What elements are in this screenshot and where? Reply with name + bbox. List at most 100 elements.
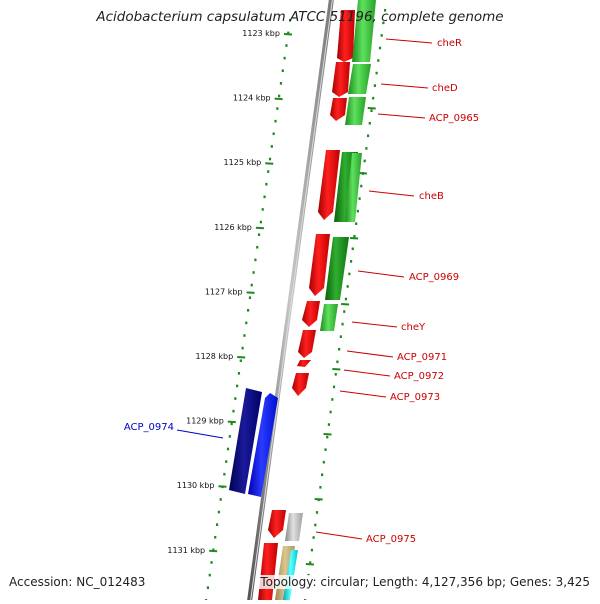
map-title: Acidobacterium capsulatum ATCC 51196, co…: [96, 9, 504, 25]
track-dot: [237, 372, 241, 375]
tick-mark: [305, 563, 314, 566]
gene-acp0969-red: [309, 234, 330, 296]
tick-label: 1129 kbp: [186, 417, 224, 426]
leader-line: [385, 38, 433, 44]
track-dot: [256, 245, 259, 249]
track-dot: [349, 260, 353, 263]
tick-label: 1125 kbp: [224, 158, 262, 167]
gene-cheb-green: [345, 153, 362, 222]
gene-green-3: [345, 97, 366, 125]
track-dot: [241, 346, 244, 350]
track-dot: [382, 21, 385, 25]
track-dot: [234, 397, 237, 400]
track-dot: [215, 523, 219, 526]
genome-backbone-highlight: [249, 0, 333, 604]
gene-labels: cheR cheD ACP_0965 cheB ACP_0969 cheY ACP_0971…: [124, 38, 479, 545]
tick-mark: [283, 33, 293, 36]
tick-label: 1131 kbp: [167, 546, 205, 555]
tick-label: 1124 kbp: [233, 94, 271, 103]
gene-grey: [285, 513, 303, 541]
track-dot: [314, 523, 317, 527]
gene-label: cheD: [432, 83, 458, 94]
track-dot: [212, 548, 215, 552]
gene-label: cheY: [401, 322, 426, 333]
track-dot: [329, 410, 332, 414]
track-dot: [248, 296, 252, 299]
track-dot: [324, 448, 327, 451]
track-dot: [279, 82, 283, 85]
track-dot: [259, 220, 262, 224]
track-dot: [232, 409, 235, 413]
leader-line: [343, 369, 391, 377]
track-dot: [310, 548, 314, 552]
track-dot: [223, 472, 226, 476]
tick-mark: [367, 107, 376, 110]
track-dot: [344, 297, 348, 301]
track-dot: [217, 510, 220, 514]
track-dot: [309, 561, 312, 564]
track-dot: [276, 107, 279, 110]
track-dot: [267, 170, 270, 173]
track-dot: [348, 272, 351, 276]
track-dot: [261, 208, 264, 211]
leader-line: [368, 190, 415, 197]
track-dot: [331, 398, 334, 401]
tick-mark: [358, 172, 367, 175]
track-dot: [228, 435, 231, 438]
accession-text: Accession: NC_012483: [9, 575, 146, 589]
leader-line: [339, 390, 387, 398]
track-dot: [210, 561, 213, 564]
gene-label: ACP_0971: [397, 352, 447, 363]
gene-bottom-red: [258, 543, 278, 600]
track-dot: [332, 385, 336, 389]
track-dot: [336, 360, 339, 364]
leader-line: [377, 113, 426, 119]
genome-backbone: [246, 0, 334, 604]
gene-label: ACP_0973: [390, 392, 440, 403]
track-dot: [243, 334, 246, 337]
gene-label: ACP_0965: [429, 113, 479, 124]
tick-mark: [237, 356, 246, 359]
track-dot: [373, 84, 376, 87]
track-dot: [365, 147, 368, 150]
gene-acp0974-blue: [248, 393, 278, 497]
track-dot: [254, 258, 257, 262]
track-dot: [363, 159, 366, 163]
leader-line: [346, 350, 394, 358]
track-dot: [322, 460, 325, 464]
gene-acp0971-red: [298, 330, 316, 358]
track-dot: [208, 573, 211, 577]
track-dot: [226, 447, 230, 451]
track-dot: [214, 535, 217, 539]
track-dot: [370, 109, 373, 113]
track-dot: [343, 310, 346, 313]
track-dot: [339, 335, 342, 338]
track-dot: [355, 222, 358, 226]
genome-summary-text: Topology: circular; Length: 4,127,356 bp…: [258, 575, 590, 589]
track-dot: [285, 44, 288, 47]
leader-line: [357, 270, 405, 278]
gene-acp0975-red: [268, 510, 286, 538]
track-dot: [378, 46, 382, 50]
tick-mark: [350, 237, 359, 240]
gene-acp0965-red: [330, 98, 347, 121]
track-dot: [219, 498, 222, 501]
track-dot: [334, 373, 337, 376]
gene-acp0969-dkgreen: [325, 237, 349, 300]
gene-chev-red-1: [337, 10, 355, 62]
tick-marks: [209, 33, 376, 566]
tick-mark: [323, 433, 332, 436]
gene-label: ACP_0975: [366, 534, 416, 545]
track-dot: [312, 536, 315, 539]
tick-label: 1126 kbp: [214, 223, 252, 232]
gene-chey-red: [302, 301, 320, 327]
gene-acp0974-navy: [229, 388, 262, 494]
tick-label: 1130 kbp: [177, 481, 215, 490]
gene-green-1: [352, 0, 376, 62]
track-dot: [384, 9, 387, 12]
track-dot: [368, 121, 371, 125]
tick-mark: [274, 97, 283, 101]
track-dot: [338, 347, 341, 351]
track-dot: [287, 31, 290, 35]
track-dot: [245, 321, 248, 325]
